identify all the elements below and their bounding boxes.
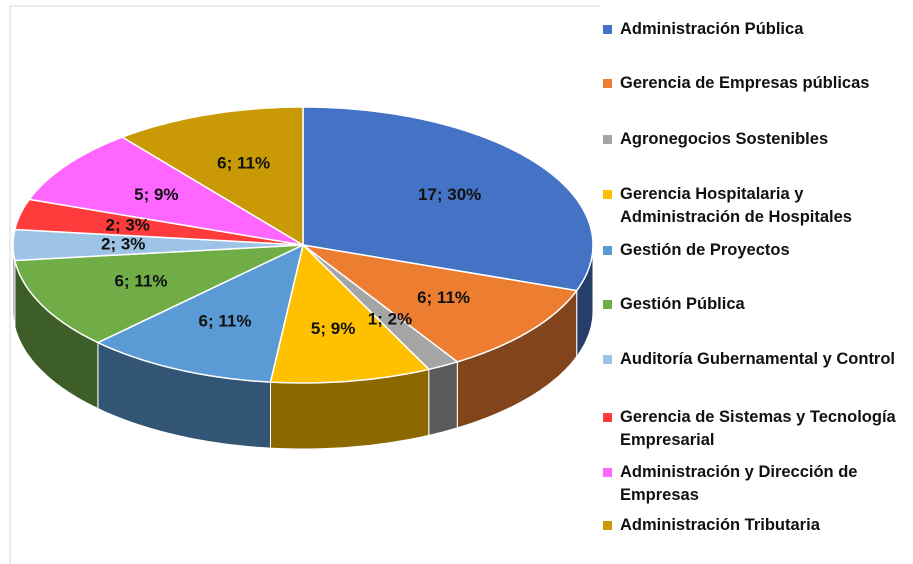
- legend-swatch: [603, 190, 612, 199]
- legend-label: Agronegocios Sostenibles: [620, 130, 829, 148]
- legend-swatch: [603, 413, 612, 422]
- legend-entry: Gerencia de Empresas públicas: [603, 72, 903, 95]
- data-label: 5; 9%: [134, 185, 178, 204]
- slice: [120, 106, 304, 247]
- data-label: 6; 11%: [217, 154, 270, 173]
- legend-entry: Gerencia de Sistemas y Tecnología Empres…: [603, 406, 903, 452]
- slice: [13, 244, 304, 344]
- slice: [302, 106, 594, 292]
- legend-swatch: [603, 468, 612, 477]
- legend-entry: Auditoría Gubernamental y Control: [603, 348, 903, 371]
- slice: [12, 228, 304, 262]
- legend-label: Gerencia de Sistemas y Tecnología Empres…: [620, 408, 896, 449]
- data-label: 6; 11%: [115, 272, 168, 291]
- data-label: 6; 11%: [199, 312, 252, 331]
- data-label: 6; 11%: [417, 288, 470, 307]
- slice: [27, 136, 304, 246]
- legend-swatch: [603, 79, 612, 88]
- legend-entry: Gestión de Proyectos: [603, 239, 903, 262]
- legend-entry: Administración Tributaria: [603, 514, 903, 537]
- slice: [302, 244, 579, 363]
- legend-label: Administración Tributaria: [620, 516, 820, 534]
- legend-swatch: [603, 300, 612, 309]
- pie-area: 17; 30% 6; 11% 1; 2% 5; 9% 6; 11% 6; 11% 2; 3%…: [9, 5, 600, 564]
- legend-entry: Agronegocios Sostenibles: [603, 128, 903, 151]
- slice: [302, 244, 459, 371]
- legend-label: Gestión Pública: [620, 295, 745, 313]
- legend-label: Gerencia Hospitalaria y Administración d…: [620, 185, 852, 226]
- legend-swatch: [603, 135, 612, 144]
- legend-label: Administración y Dirección de Empresas: [620, 463, 858, 504]
- data-label: 17; 30%: [418, 185, 481, 204]
- legend-label: Gestión de Proyectos: [620, 241, 790, 259]
- slice-side: [428, 361, 458, 436]
- data-label: 5; 9%: [311, 319, 355, 338]
- legend-label: Administración Pública: [620, 20, 804, 38]
- data-label: 2; 3%: [101, 234, 145, 253]
- legend-swatch: [603, 355, 612, 364]
- data-label: 2; 3%: [105, 215, 149, 234]
- legend-swatch: [603, 25, 612, 34]
- legend-label: Auditoría Gubernamental y Control: [620, 350, 896, 368]
- legend-swatch: [603, 521, 612, 530]
- legend-entry: Gerencia Hospitalaria y Administración d…: [603, 183, 903, 229]
- data-label: 1; 2%: [368, 309, 412, 328]
- legend-entry: Administración y Dirección de Empresas: [603, 461, 903, 507]
- slice: [269, 243, 431, 384]
- slice: [96, 243, 305, 383]
- legend-entry: Gestión Pública: [603, 293, 903, 316]
- legend-entry: Administración Pública: [603, 18, 903, 41]
- legend-swatch: [603, 246, 612, 255]
- legend-label: Gerencia de Empresas públicas: [620, 74, 870, 92]
